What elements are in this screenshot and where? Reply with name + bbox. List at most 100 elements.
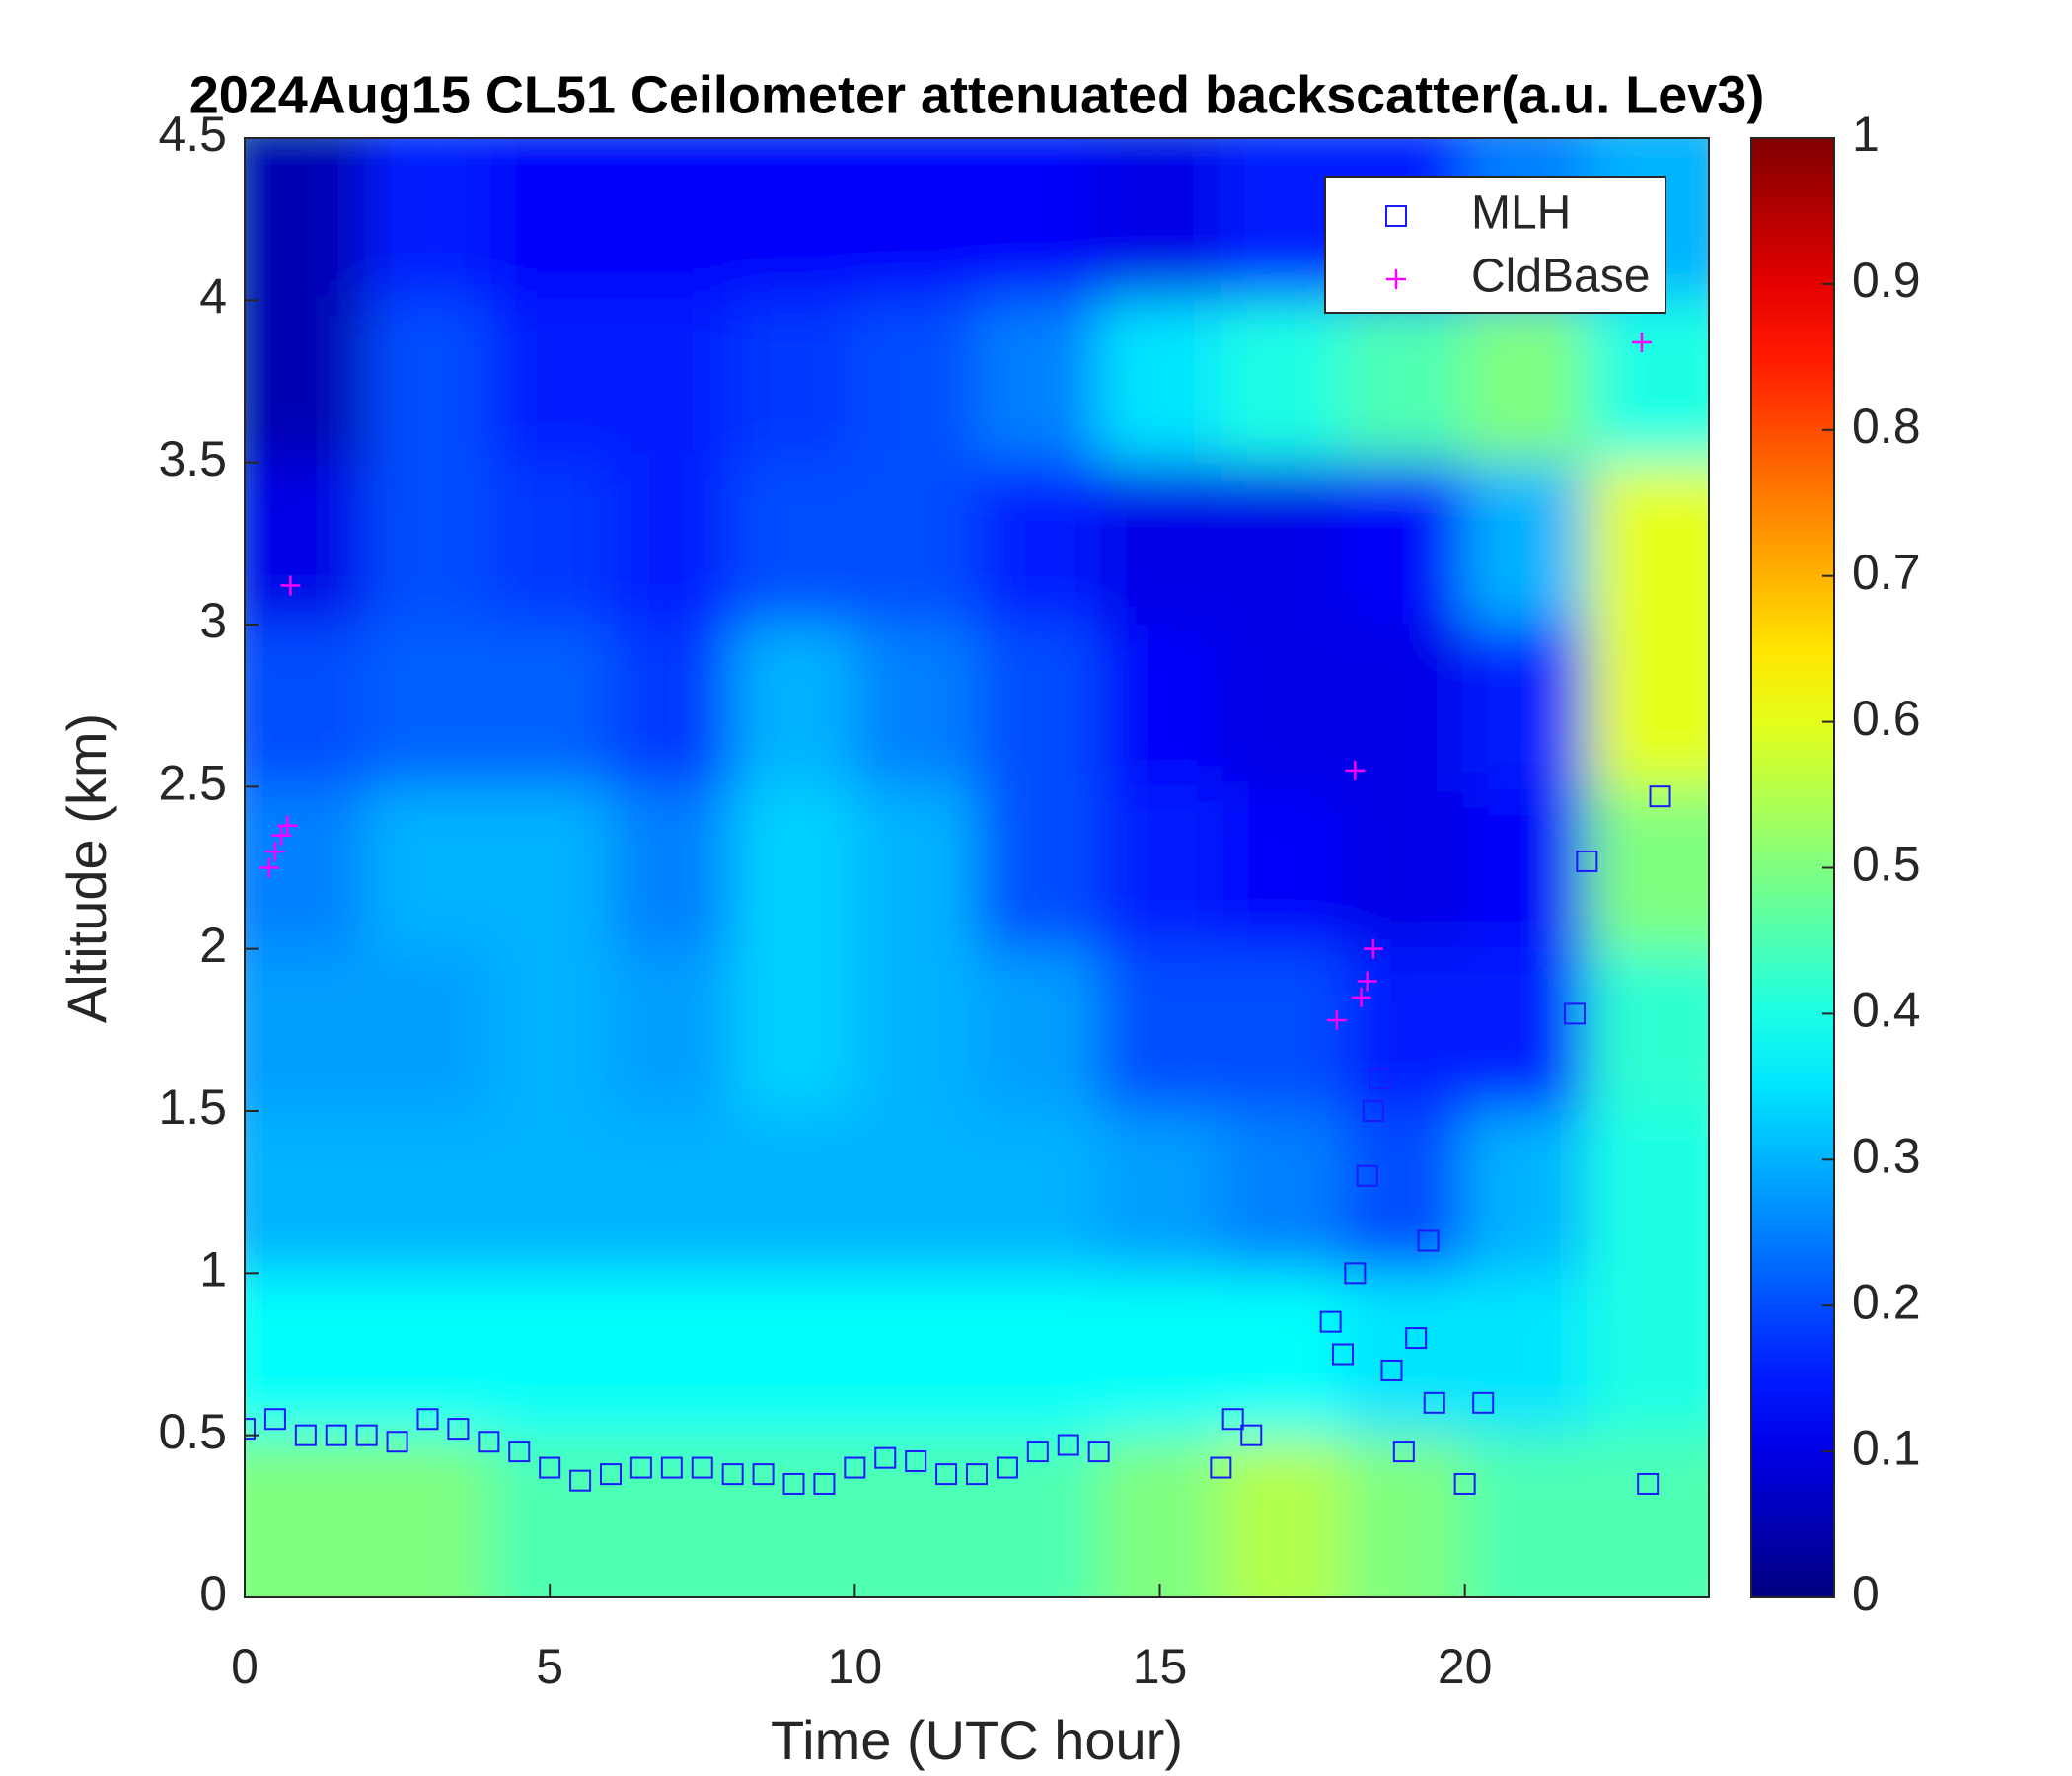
heat-cell: [854, 300, 977, 463]
heat-cell: [245, 138, 367, 301]
mlh-marker: [1362, 1100, 1384, 1122]
heat-cell: [366, 1435, 489, 1597]
heat-cell: [1098, 625, 1221, 787]
heat-cell: [854, 1435, 977, 1597]
heat-cell: [854, 625, 977, 787]
mlh-marker: [844, 1456, 866, 1479]
heat-cell: [1221, 1111, 1343, 1274]
legend-box: [1324, 176, 1666, 314]
heat-cell: [1098, 300, 1221, 463]
cldbase-marker: [277, 815, 298, 836]
heat-cell: [366, 786, 489, 949]
heat-cell: [977, 300, 1099, 463]
mlh-marker: [447, 1418, 470, 1441]
y-tick-label: 4: [199, 269, 227, 325]
heat-cell: [1221, 1273, 1343, 1436]
heat-cell: [488, 948, 611, 1111]
y-tick-label: 2: [199, 918, 227, 973]
heat-cell: [488, 138, 611, 301]
chart-title: 2024Aug15 CL51 Ceilometer attenuated bac…: [189, 65, 1765, 124]
heat-cell: [1587, 1273, 1709, 1436]
heat-cell: [366, 300, 489, 463]
mlh-marker: [294, 1424, 317, 1446]
heat-cell: [732, 462, 855, 625]
heat-cell: [1221, 462, 1343, 625]
mlh-marker: [752, 1463, 775, 1486]
colorbar: [1750, 137, 1835, 1598]
heat-cell: [1221, 300, 1343, 463]
heat-cell: [732, 300, 855, 463]
heat-cell: [1587, 948, 1709, 1111]
heat-cell: [366, 138, 489, 301]
heat-cell: [488, 1273, 611, 1436]
heat-cell: [611, 462, 733, 625]
heat-cell: [732, 1111, 855, 1274]
y-tick-label: 2.5: [158, 756, 227, 811]
mlh-marker: [600, 1463, 622, 1486]
heat-cell: [245, 462, 367, 625]
heat-cell: [977, 138, 1099, 301]
markers: [245, 333, 1671, 1495]
mlh-marker: [1472, 1391, 1495, 1414]
heat-cell: [977, 786, 1099, 949]
heat-cell: [366, 462, 489, 625]
heat-cell: [854, 948, 977, 1111]
y-tick-label: 4.5: [158, 107, 227, 162]
mlh-marker: [1332, 1343, 1354, 1366]
heat-cell: [854, 138, 977, 301]
plot-frame: [244, 137, 1710, 1598]
x-tick-label: 20: [1438, 1639, 1493, 1694]
cldbase-marker: [1631, 333, 1652, 353]
heat-cell: [366, 1273, 489, 1436]
mlh-marker: [539, 1456, 561, 1479]
mlh-marker: [355, 1424, 378, 1446]
heat-cell: [1343, 1111, 1465, 1274]
mlh-marker: [416, 1408, 439, 1431]
heat-cell: [488, 300, 611, 463]
mlh-marker: [966, 1463, 988, 1486]
mlh-marker: [245, 1418, 256, 1441]
heat-cell: [611, 300, 733, 463]
heat-cell: [1098, 1435, 1221, 1597]
mlh-marker: [1563, 1002, 1586, 1025]
heat-cell: [488, 462, 611, 625]
legend-marker: [1385, 205, 1407, 227]
heat-cell: [854, 1273, 977, 1436]
cldbase-marker: [280, 575, 301, 596]
heat-cell: [1587, 786, 1709, 949]
heat-cell: [245, 1435, 367, 1597]
mlh-marker: [569, 1469, 592, 1492]
mlh-marker: [691, 1456, 713, 1479]
legend-label: CldBase: [1471, 251, 1650, 303]
mlh-marker: [1453, 1472, 1476, 1495]
heat-cell: [366, 948, 489, 1111]
mlh-marker: [1210, 1456, 1232, 1479]
colorbar-tick-label: 0.8: [1852, 399, 1921, 454]
mlh-marker: [996, 1456, 1018, 1479]
heat-cell: [1343, 948, 1465, 1111]
heat-cell: [977, 625, 1099, 787]
colorbar-tick-label: 0.1: [1852, 1420, 1921, 1475]
heat-cell: [1464, 1273, 1588, 1436]
x-tick-label: 15: [1133, 1639, 1188, 1694]
colorbar-tick-label: 0: [1852, 1566, 1880, 1621]
x-tick-label: 0: [231, 1639, 259, 1694]
heat-cell: [732, 786, 855, 949]
legend-marker: [1386, 269, 1406, 289]
heat-cell: [488, 786, 611, 949]
heat-cell: [1221, 786, 1343, 949]
mlh-marker: [721, 1463, 744, 1486]
y-tick-label: 3: [199, 593, 227, 648]
heat-cell: [854, 462, 977, 625]
heat-cell: [1464, 948, 1588, 1111]
heat-cell: [488, 1435, 611, 1597]
heat-cell: [488, 625, 611, 787]
mlh-marker: [1221, 1408, 1244, 1431]
mlh-marker: [325, 1424, 347, 1446]
heat-cell: [488, 1111, 611, 1274]
cldbase-marker: [1357, 971, 1377, 992]
mlh-marker: [1369, 1068, 1391, 1090]
heat-cell: [245, 625, 367, 787]
mlh-marker: [263, 1408, 286, 1431]
mlh-marker: [1087, 1441, 1110, 1463]
